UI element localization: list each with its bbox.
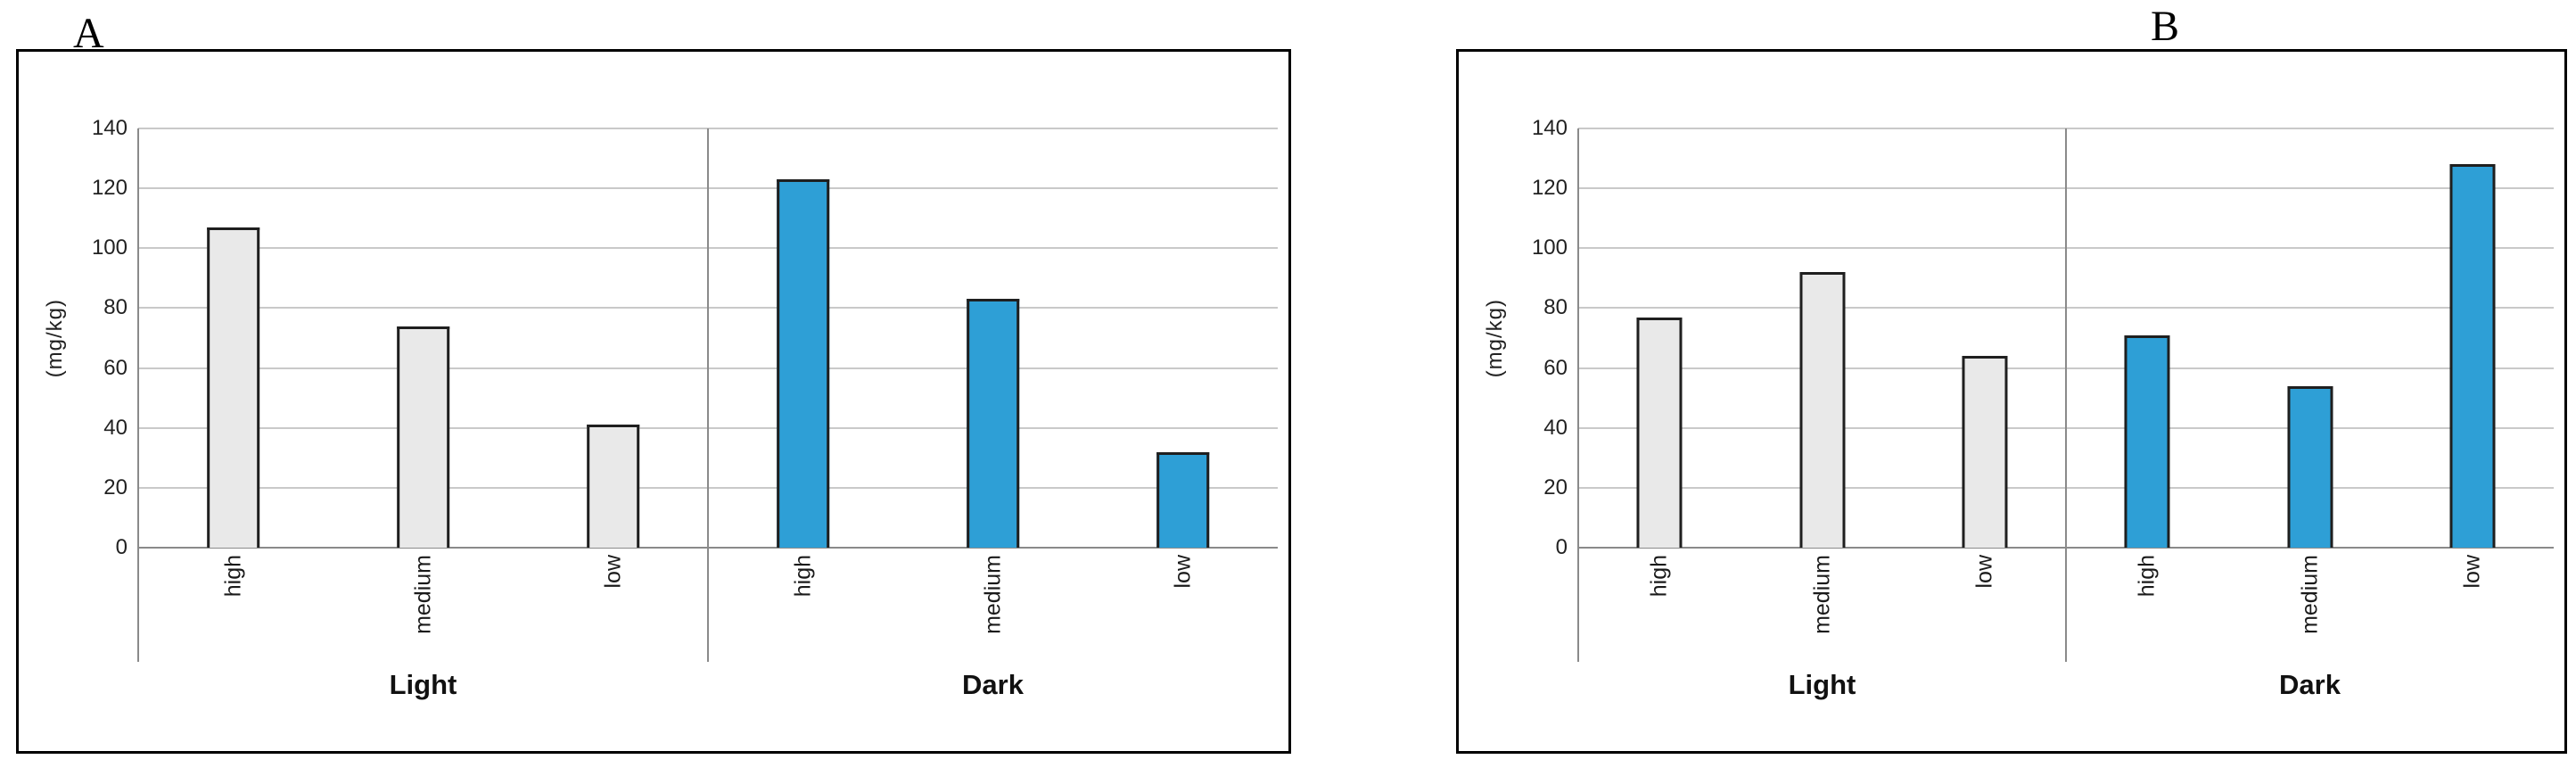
y-tick-label: 40 <box>1543 415 1568 440</box>
chart-grid: (mg/kg) 0 20 40 60 80 100 120 140 high medium low… <box>1459 52 2564 751</box>
y-axis-label: (mg/kg) <box>43 298 67 378</box>
x-tick-label-text: low <box>600 555 625 589</box>
bar-dark-high <box>776 179 830 548</box>
x-tick-label-light-medium: medium <box>410 555 436 634</box>
plot-area <box>137 128 1278 549</box>
group-divider-line <box>2065 128 2067 548</box>
y-tick-label: 20 <box>1543 475 1568 499</box>
x-tick-label-text: medium <box>410 555 435 634</box>
spacer <box>1469 662 1521 712</box>
group-label-dark: Dark <box>962 669 1024 700</box>
y-axis-label: (mg/kg) <box>1483 298 1507 378</box>
y-tick-label: 120 <box>1531 176 1568 201</box>
y-tick-label: 0 <box>115 535 128 559</box>
y-tick-label: 140 <box>1531 116 1568 140</box>
y-tick-label: 140 <box>91 116 128 140</box>
x-tick-label-dark-medium: medium <box>980 555 1006 634</box>
x-axis-labels: high medium low high medium low <box>137 548 1278 662</box>
y-tick-label: 40 <box>103 415 128 440</box>
x-tick-label-text: medium <box>1809 555 1834 634</box>
spacer <box>29 662 81 712</box>
x-tick-label-text: medium <box>980 555 1005 634</box>
y-tick-label: 60 <box>1543 355 1568 380</box>
y-axis-line <box>137 548 139 662</box>
chart-grid: (mg/kg) 0 20 40 60 80 100 120 140 high medium low… <box>19 52 1288 751</box>
x-tick-label-dark-low: low <box>1170 555 1196 589</box>
group-divider-line <box>707 548 709 662</box>
group-label-light: Light <box>1788 669 1856 700</box>
x-tick-label-dark-high: high <box>790 555 816 597</box>
spacer <box>29 548 81 662</box>
bar-dark-medium <box>2286 385 2333 548</box>
group-label-dark: Dark <box>2279 669 2341 700</box>
x-tick-label-text: low <box>1170 555 1195 589</box>
x-tick-label-light-low: low <box>1971 555 1997 589</box>
x-tick-label-text: low <box>1971 555 1997 589</box>
spacer <box>1521 548 1578 662</box>
y-axis-title-cell: (mg/kg) <box>29 128 81 548</box>
y-tick-label: 120 <box>91 176 128 201</box>
group-divider-line <box>707 128 709 548</box>
bar-light-medium <box>396 326 450 548</box>
y-tick-label: 100 <box>91 235 128 260</box>
panel-label-b: B <box>2151 3 2180 50</box>
x-tick-label-light-high: high <box>220 555 246 597</box>
spacer <box>1521 662 1578 712</box>
panel-label-a: A <box>73 10 104 57</box>
y-axis-ticks: 0 20 40 60 80 100 120 140 <box>1521 116 1578 559</box>
y-axis-ticks: 0 20 40 60 80 100 120 140 <box>81 116 138 559</box>
y-axis-line <box>1577 128 1579 548</box>
bar-light-low <box>586 425 640 548</box>
bar-dark-low <box>1156 451 1210 548</box>
plot-area <box>1577 128 2554 549</box>
bar-light-high <box>206 227 260 548</box>
bar-dark-high <box>2124 334 2170 548</box>
y-tick-label: 100 <box>1531 235 1568 260</box>
y-tick-label: 20 <box>103 475 128 499</box>
x-axis-labels: high medium low high medium low <box>1577 548 2554 662</box>
spacer <box>1469 548 1521 662</box>
group-labels: Light Dark <box>138 662 1278 712</box>
spacer <box>81 548 138 662</box>
x-tick-label-text: medium <box>2297 555 2322 634</box>
y-axis-title-cell: (mg/kg) <box>1469 128 1521 548</box>
x-tick-label-light-low: low <box>600 555 626 589</box>
chart-panel-a: (mg/kg) 0 20 40 60 80 100 120 140 high medium low… <box>16 49 1291 754</box>
group-labels: Light Dark <box>1578 662 2554 712</box>
y-axis-line <box>1577 548 1579 662</box>
x-tick-label-dark-medium: medium <box>2297 555 2323 634</box>
bar-dark-medium <box>966 299 1020 548</box>
x-tick-label-text: high <box>1646 555 1672 598</box>
chart-panel-b: (mg/kg) 0 20 40 60 80 100 120 140 high medium low… <box>1456 49 2567 754</box>
x-tick-label-dark-high: high <box>2135 555 2160 597</box>
x-tick-label-light-high: high <box>1647 555 1673 597</box>
x-tick-label-text: low <box>2459 555 2485 589</box>
y-axis-line <box>137 128 139 548</box>
y-tick-label: 60 <box>103 355 128 380</box>
bar-light-low <box>1962 356 2008 548</box>
x-tick-label-light-medium: medium <box>1809 555 1835 634</box>
bar-light-high <box>1636 317 1683 548</box>
x-tick-label-text: high <box>2134 555 2160 598</box>
spacer <box>81 662 138 712</box>
x-tick-label-dark-low: low <box>2459 555 2485 589</box>
group-label-light: Light <box>389 669 457 700</box>
x-tick-label-text: high <box>790 555 815 598</box>
y-tick-label: 80 <box>103 295 128 320</box>
group-divider-line <box>2065 548 2067 662</box>
bar-dark-low <box>2449 164 2496 548</box>
bar-light-medium <box>1798 272 1846 548</box>
y-tick-label: 80 <box>1543 295 1568 320</box>
y-tick-label: 0 <box>1555 535 1568 559</box>
x-tick-label-text: high <box>220 555 245 598</box>
